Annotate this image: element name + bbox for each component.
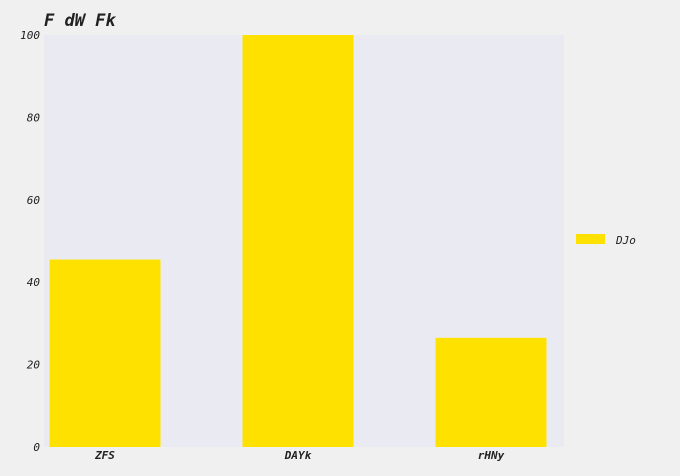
bar bbox=[435, 337, 547, 447]
y-axis-ticks: 0 20 40 60 80 100 bbox=[20, 29, 40, 454]
x-tick-label: DAYk bbox=[284, 449, 312, 462]
y-tick-label: 100 bbox=[20, 29, 40, 42]
bar bbox=[242, 35, 354, 447]
y-tick-label: 80 bbox=[27, 111, 41, 124]
y-tick-label: 40 bbox=[27, 276, 41, 289]
bars-group bbox=[49, 35, 547, 447]
x-axis-ticks: ZFS DAYk rHNy bbox=[94, 449, 505, 462]
y-tick-label: 20 bbox=[27, 359, 41, 372]
legend-label: DJo bbox=[615, 234, 636, 247]
y-tick-label: 60 bbox=[27, 194, 41, 207]
x-tick-label: rHNy bbox=[478, 449, 505, 462]
x-tick-label: ZFS bbox=[94, 449, 115, 462]
bar bbox=[49, 259, 161, 447]
legend-swatch bbox=[576, 234, 605, 244]
legend: DJo bbox=[576, 234, 636, 247]
y-tick-label: 0 bbox=[33, 441, 40, 454]
chart-title: F dW Fk bbox=[44, 11, 116, 31]
